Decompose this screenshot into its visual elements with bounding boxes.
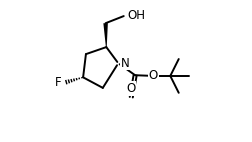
Polygon shape	[103, 23, 108, 47]
Text: OH: OH	[128, 9, 145, 22]
Text: O: O	[149, 69, 158, 82]
Text: F: F	[55, 76, 61, 89]
Text: O: O	[126, 82, 136, 95]
Text: N: N	[120, 57, 129, 70]
